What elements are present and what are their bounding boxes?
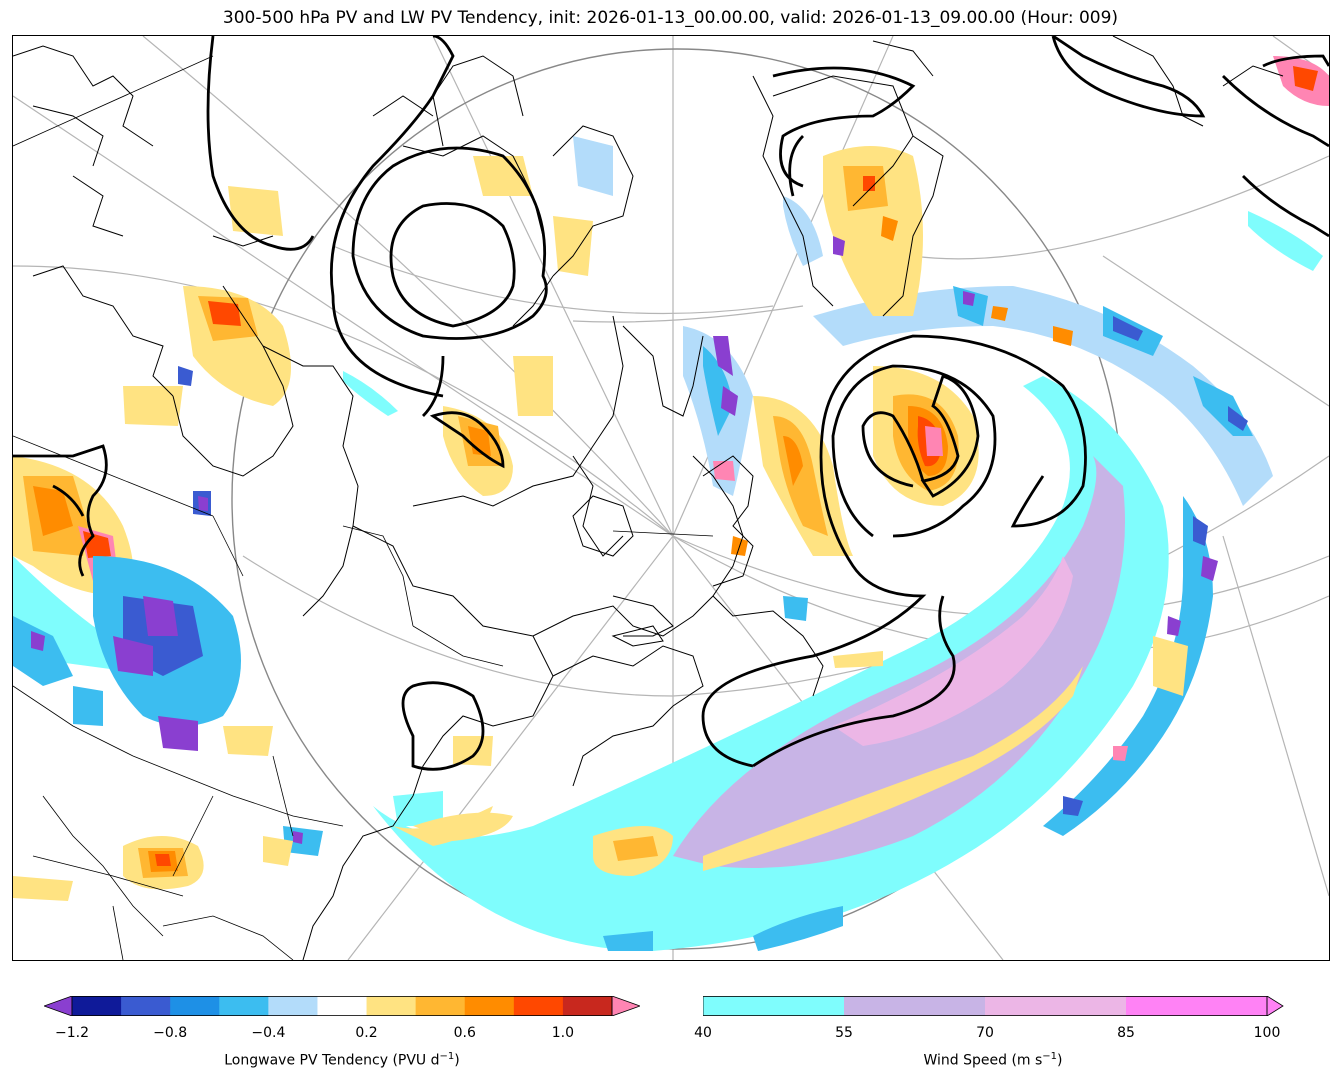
pv-tendency-tick-label: 0.2 xyxy=(355,1025,378,1041)
pv-tendency-tick-label: 1.0 xyxy=(551,1025,575,1041)
coastlines xyxy=(13,36,1284,960)
pv-tendency-swatch xyxy=(562,996,613,1016)
wind-speed-swatch xyxy=(985,996,1127,1016)
pv-tendency-fill xyxy=(13,56,1329,951)
pv-tendency-swatch xyxy=(121,996,171,1016)
wind-speed-extend-high xyxy=(1266,996,1284,1016)
pv-tendency-swatch xyxy=(513,996,564,1016)
map-canvas xyxy=(13,36,1329,960)
wind-speed-tick-label: 85 xyxy=(1117,1025,1135,1041)
pv-tendency-swatch xyxy=(268,996,318,1016)
wind-speed-tick-label: 40 xyxy=(694,1025,712,1041)
wind-speed-tick-label: 55 xyxy=(835,1025,853,1041)
map-panel xyxy=(12,35,1330,961)
pv-tendency-tick-label: −1.2 xyxy=(55,1025,89,1041)
pv-tendency-extend-high xyxy=(611,996,640,1016)
pv-tendency-tick-label: −0.4 xyxy=(251,1025,286,1041)
pv-contours xyxy=(13,36,1329,771)
pv-tendency-tick-label: −0.8 xyxy=(153,1025,188,1041)
wind-speed-colorbar-label: Wind Speed (m s−1) xyxy=(923,1051,1063,1069)
wind-speed-swatch xyxy=(1126,996,1268,1016)
pv-tendency-tick-label: 0.6 xyxy=(453,1025,476,1041)
wind-speed-tick-label: 70 xyxy=(976,1025,994,1041)
pv-tendency-swatch xyxy=(72,996,122,1016)
wind-speed-swatch xyxy=(703,996,845,1016)
pv-tendency-swatch xyxy=(464,996,515,1016)
pv-tendency-swatch xyxy=(317,996,368,1016)
pv-tendency-swatch xyxy=(219,996,269,1016)
pv-tendency-swatch xyxy=(366,996,417,1016)
pv-tendency-outline xyxy=(71,996,613,1016)
pv-tendency-colorbar-label: Longwave PV Tendency (PVU d−1) xyxy=(224,1051,460,1069)
pv-tendency-swatch xyxy=(170,996,220,1016)
wind-speed-colorbar xyxy=(703,996,1284,1016)
wind-speed-outline xyxy=(703,996,1268,1016)
wind-speed-swatch xyxy=(844,996,986,1016)
map-title: 300-500 hPa PV and LW PV Tendency, init:… xyxy=(222,8,1119,28)
wind-speed-tick-label: 100 xyxy=(1253,1025,1281,1041)
political-borders xyxy=(13,55,714,960)
pv-tendency-swatch xyxy=(415,996,466,1016)
pv-tendency-extend-low xyxy=(44,996,73,1016)
pv-tendency-colorbar xyxy=(44,996,640,1016)
